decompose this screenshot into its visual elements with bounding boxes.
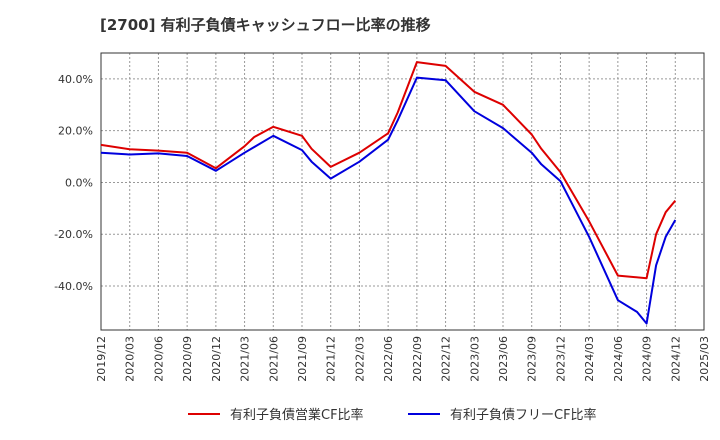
x-tick-label: 2020/12: [210, 336, 223, 382]
x-tick-label: 2021/09: [296, 336, 309, 382]
chart-title: [2700] 有利子負債キャッシュフロー比率の推移: [100, 16, 431, 34]
legend-label-2: 有利子負債フリーCF比率: [450, 407, 597, 423]
x-tick-label: 2020/03: [124, 336, 137, 382]
x-tick-label: 2023/03: [468, 336, 481, 382]
grid-layer: [100, 53, 705, 330]
x-tick-label: 2020/06: [152, 336, 165, 382]
x-tick-label: 2024/09: [641, 336, 654, 382]
x-tick-labels: 2019/12 2020/03 2020/06 2020/09 2020/12 2021/…: [95, 336, 711, 382]
legend-label-1: 有利子負債営業CF比率: [230, 407, 364, 423]
x-tick-label: 2023/12: [554, 336, 567, 382]
x-tick-label: 2022/03: [353, 336, 366, 382]
x-tick-label: 2023/09: [526, 336, 539, 382]
y-tick-labels: 40.0% 20.0% 0.0% -20.0% -40.0%: [54, 73, 93, 293]
x-tick-label: 2023/06: [497, 336, 510, 382]
y-tick-label: 0.0%: [65, 176, 93, 189]
x-tick-label: 2024/03: [583, 336, 596, 382]
y-tick-label: -40.0%: [54, 280, 93, 293]
series-line-2: [100, 76, 677, 325]
y-tick-label: -20.0%: [54, 228, 93, 241]
plot-area-frame: [100, 52, 705, 331]
y-tick-label: 40.0%: [58, 73, 93, 86]
x-tick-label: 2022/12: [440, 336, 453, 382]
x-tick-label: 2022/09: [411, 336, 424, 382]
x-tick-label: 2024/06: [612, 336, 625, 382]
x-tick-label: 2021/06: [267, 336, 280, 382]
x-tick-label: 2022/06: [382, 336, 395, 382]
y-tick-label: 20.0%: [58, 125, 93, 138]
series-layer: [100, 61, 677, 325]
x-tick-label: 2020/09: [181, 336, 194, 382]
x-tick-label: 2021/12: [325, 336, 338, 382]
x-tick-label: 2019/12: [95, 336, 108, 382]
series-line-1: [100, 61, 677, 280]
x-tick-label: 2021/03: [239, 336, 252, 382]
x-tick-label: 2024/12: [669, 336, 682, 382]
legend: 有利子負債営業CF比率 有利子負債フリーCF比率: [188, 407, 597, 423]
x-tick-label: 2025/03: [698, 336, 711, 382]
